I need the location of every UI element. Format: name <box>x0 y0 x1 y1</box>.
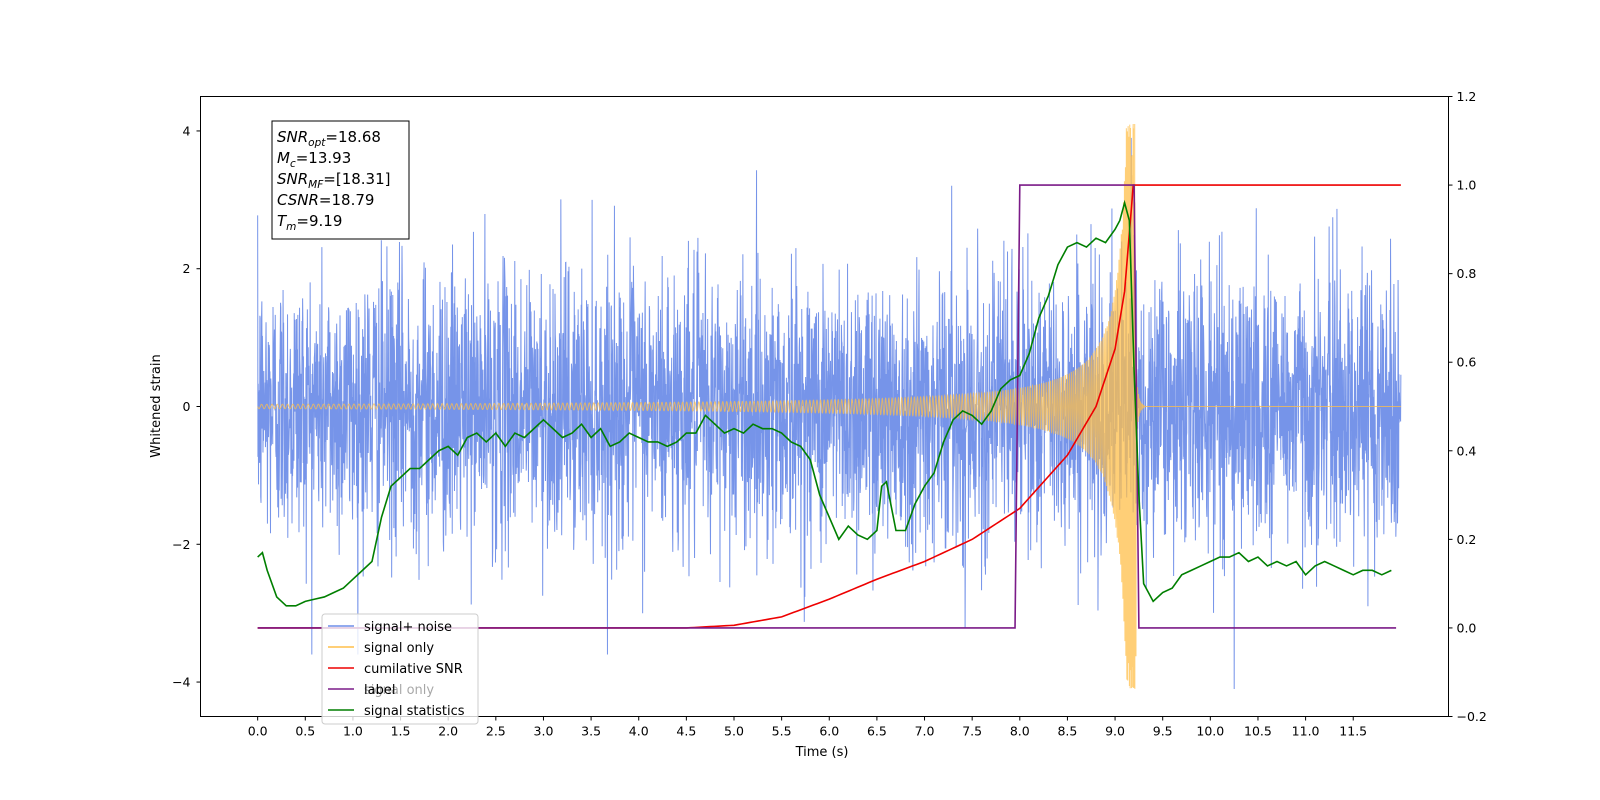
y2-tick-label: 0.8 <box>1457 266 1477 281</box>
x-tick-label: 6.0 <box>819 724 839 739</box>
stats-box-frame <box>271 120 410 240</box>
x-tick-label: 7.0 <box>915 724 935 739</box>
y2-tick-label: 0.0 <box>1457 620 1477 635</box>
y-tick-label: −4 <box>172 675 190 690</box>
y-tick-label: 2 <box>183 261 191 276</box>
y2-tick-label: −0.2 <box>1457 709 1487 724</box>
x-tick-label: 5.0 <box>724 724 744 739</box>
y-axis-right: 1.2 1.0 0.8 0.6 0.4 0.2 0.0 −0.2 <box>1448 89 1487 724</box>
x-tick-label: 1.5 <box>391 724 411 739</box>
x-tick-label: 9.0 <box>1105 724 1125 739</box>
x-tick-label: 10.0 <box>1196 724 1224 739</box>
y2-tick-label: 1.0 <box>1457 178 1477 193</box>
x-tick-label: 0.5 <box>295 724 315 739</box>
stats-line: SNRopt=18.68 <box>277 128 381 149</box>
series-line-label <box>257 184 1397 629</box>
x-axis: 0.0 0.5 1.0 1.5 2.0 2.5 3.0 3.5 4.0 4.5 5.0 5.5 6.0 6… <box>248 716 1367 739</box>
y2-tick-label: 1.2 <box>1457 89 1477 104</box>
stats-box: SNRopt=18.68Mc=13.93SNRMF=[18.31]CSNR=18… <box>271 120 410 240</box>
y-tick-label: 4 <box>183 123 191 138</box>
series-line-cumulative-snr <box>257 184 1401 629</box>
stats-line: CSNR=18.79 <box>277 191 374 209</box>
x-tick-label: 3.0 <box>534 724 554 739</box>
legend: signal+ noise signal only cumilative SNR la… <box>321 613 479 725</box>
series-line-signal-noise <box>257 137 1402 689</box>
y2-tick-label: 0.6 <box>1457 355 1477 370</box>
stats-line: Mc=13.93 <box>277 149 351 170</box>
x-tick-label: 4.5 <box>676 724 696 739</box>
legend-entry-label: signal statistics <box>364 704 465 719</box>
stats-line: SNRMF=[18.31] <box>277 170 391 191</box>
legend-ghost-text: signal only <box>364 683 434 698</box>
x-tick-label: 8.5 <box>1057 724 1077 739</box>
legend-entry-label: signal+ noise <box>364 620 452 635</box>
y-axis-left: 4 2 0 −2 −4 <box>172 123 201 690</box>
y-axis-label: Whitened strain <box>149 354 164 457</box>
x-tick-label: 8.0 <box>1010 724 1030 739</box>
series-line-signal-only <box>257 124 1401 689</box>
stats-line: Tm=9.19 <box>277 212 342 233</box>
series-line-signal-statistics <box>257 199 1392 607</box>
legend-frame <box>321 613 479 725</box>
x-tick-label: 2.0 <box>438 724 458 739</box>
x-tick-label: 0.0 <box>248 724 268 739</box>
plot-series <box>257 124 1402 689</box>
x-tick-label: 1.0 <box>343 724 363 739</box>
x-tick-label: 2.5 <box>486 724 506 739</box>
y-tick-label: 0 <box>183 399 191 414</box>
x-tick-label: 4.0 <box>629 724 649 739</box>
legend-entry-label: cumilative SNR <box>364 662 463 677</box>
x-tick-label: 11.5 <box>1339 724 1367 739</box>
x-tick-label: 5.5 <box>772 724 792 739</box>
x-tick-label: 10.5 <box>1244 724 1272 739</box>
x-tick-label: 7.5 <box>962 724 982 739</box>
legend-entry-label: label <box>364 683 395 698</box>
y2-tick-label: 0.2 <box>1457 532 1477 547</box>
y2-tick-label: 0.4 <box>1457 443 1477 458</box>
legend-entry-label: signal only <box>364 641 434 656</box>
y-tick-label: −2 <box>172 537 190 552</box>
x-tick-label: 9.5 <box>1153 724 1173 739</box>
x-tick-label: 3.5 <box>581 724 601 739</box>
x-tick-label: 11.0 <box>1292 724 1320 739</box>
x-axis-label: Time (s) <box>795 745 849 760</box>
x-tick-label: 6.5 <box>867 724 887 739</box>
